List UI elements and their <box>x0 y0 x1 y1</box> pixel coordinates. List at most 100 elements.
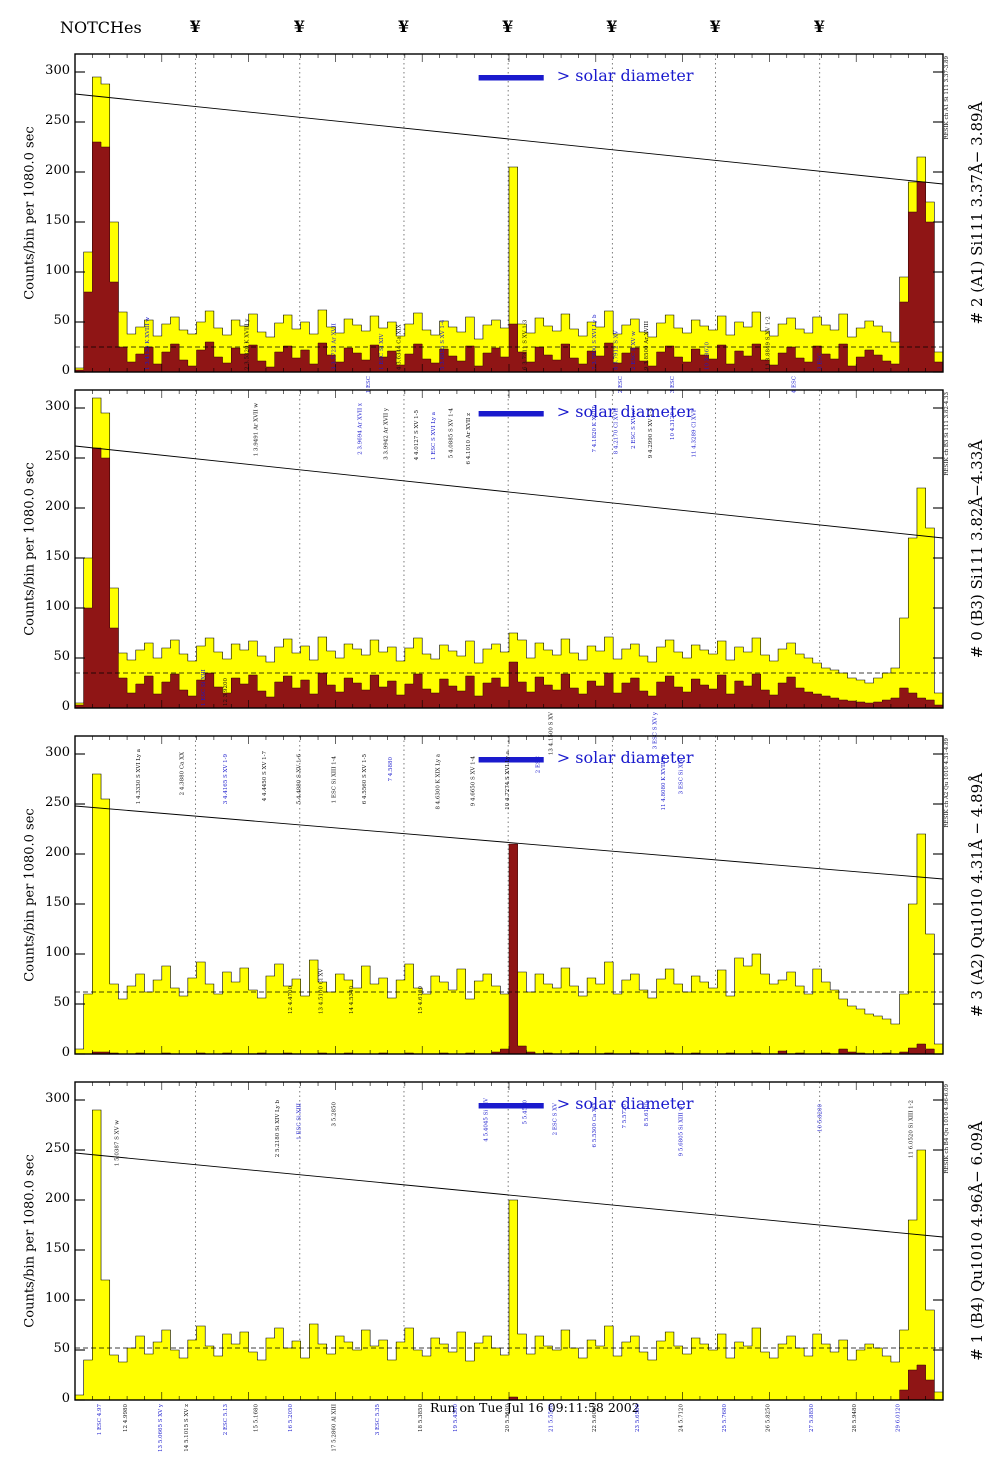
dark-red-histogram <box>74 447 944 709</box>
solar-diameter-label: > solar diameter <box>557 402 694 421</box>
line-annotation: 12 4.4700 <box>288 986 294 1014</box>
line-annotation: 13 5.0665 S XV y <box>158 1403 164 1452</box>
line-annotation: 6 5.5300 Ca XIX <box>592 1102 598 1148</box>
line-annotation: RESIK ch A1 Si 111 3.37-3.89 <box>944 56 950 140</box>
line-annotation: 10 3.8670 <box>705 342 711 370</box>
line-annotation: 6 4.5560 S XV 1-5 <box>362 754 368 805</box>
yellow-histogram <box>74 1109 944 1401</box>
y-tick-label: 50 <box>53 649 70 664</box>
line-annotation: 8 3.7912 S XV <box>614 329 620 370</box>
line-annotation: 2 5.2180 Si XIV Ly b <box>275 1100 281 1158</box>
line-annotation: 1 ESC Si XIII 1-4 <box>331 756 337 804</box>
notch-symbol: ¥ <box>397 17 410 36</box>
y-tick-label: 300 <box>45 399 70 414</box>
line-annotation: 17 5.2860 Al XIII <box>331 1404 337 1452</box>
line-annotation: 16 5.2050 <box>288 1404 294 1432</box>
line-annotation: 25 5.7680 <box>722 1404 728 1432</box>
line-annotation: 8 5.6100 <box>644 1102 650 1127</box>
plot-frame <box>74 735 944 1055</box>
notch-symbol: ¥ <box>293 17 305 36</box>
line-annotation: 7 5.5720 <box>622 1104 628 1129</box>
trend-line <box>74 805 944 880</box>
yellow-histogram <box>74 76 944 373</box>
line-annotation: 4 ESC <box>791 376 797 393</box>
trend-line <box>74 445 944 539</box>
line-annotation: RESIK ch A2 Qu 1010 4.31-4.89 <box>944 738 950 828</box>
line-annotation: 26 5.8250 <box>765 1404 771 1432</box>
line-annotation: 3 4.4165 S XV 1-9 <box>223 754 229 805</box>
line-annotation: 3 ESC 5.35 <box>375 1404 381 1436</box>
line-annotation: 4 3.6344 Ca XIX <box>397 324 403 370</box>
yellow-histogram <box>74 397 944 709</box>
line-annotation: 3 3.5723 Ar XVII <box>331 323 337 370</box>
line-annotation: RESIK ch B4 Qu 1010 4.96-6.09 <box>944 1084 950 1174</box>
line-annotation: 2 3.5320 K XVIII y <box>245 318 251 370</box>
line-annotation: 7 4.1820 K XVIII <box>592 406 598 453</box>
notch-symbol: ¥ <box>606 17 618 36</box>
panel-right-label: # 3 (A2) Qu1010 4.31Å − 4.89Å <box>968 773 986 1017</box>
line-annotation: 10 4.7274 S XVI Ly a <box>505 750 511 809</box>
line-annotation: 11 4.3289 Cl XVI <box>692 410 698 458</box>
line-annotation: 10 4.3120 <box>670 412 676 440</box>
line-annotation: 15 4.6100 <box>418 986 424 1014</box>
line-annotation: 7 4.5880 <box>388 757 394 782</box>
line-annotation: 1 ESC Si XIII <box>201 669 207 706</box>
line-annotation: 2 ESC 5.13 <box>223 1404 229 1436</box>
plot-frame <box>74 389 944 709</box>
solar-diameter-label: > solar diameter <box>557 1094 694 1113</box>
solar-diameter-label: > solar diameter <box>557 748 694 767</box>
solar-diameter-bar <box>478 757 544 763</box>
line-annotation: 7 3.7800 S XVI Ly b <box>592 314 598 370</box>
line-annotation: 11 6.0520 Si XIII 1-2 <box>909 1100 915 1158</box>
line-annotation: 9 3.8500 Ar XVIII <box>644 321 650 370</box>
solar-diameter-label: > solar diameter <box>557 66 694 85</box>
dark-red-histogram <box>74 141 944 373</box>
y-axis-title: Counts/bin per 1080.0 sec <box>22 808 38 982</box>
line-annotation: 11 4.8080 K XVIII w <box>661 754 667 811</box>
line-annotation: 3 3.9942 Ar XVII y <box>383 407 389 460</box>
panel-2-plot: > solar diameter 1 3.9491 Ar XVII w 2 3.96… <box>74 389 950 755</box>
notch-symbol: ¥ <box>813 17 825 36</box>
notch-symbol: ¥ <box>709 17 721 36</box>
y-tick-label: 100 <box>45 263 70 278</box>
line-annotation: 19 5.4300 <box>453 1404 459 1432</box>
line-annotation: 18 5.3850 <box>418 1404 424 1432</box>
line-annotation: 3 5.2850 <box>331 1102 337 1127</box>
y-tick-label: 150 <box>45 213 70 228</box>
y-tick-label: 100 <box>45 599 70 614</box>
panel-4-plot: > solar diameter 1 5.0387 S XV w 2 5.2180 … <box>74 1081 950 1452</box>
line-annotation: 20 5.5100 <box>505 1404 511 1432</box>
y-tick-label: 250 <box>45 795 70 810</box>
line-annotation: 6 3.7311 S XV 1-3 <box>522 319 528 370</box>
y-tick-label: 250 <box>45 1141 70 1156</box>
line-annotation: 2 ESC S XV <box>553 1102 559 1135</box>
line-annotation: 1 5.0387 S XV w <box>114 1120 120 1166</box>
y-tick-label: 100 <box>45 945 70 960</box>
line-annotation: 3 ESC <box>817 353 823 370</box>
line-annotation: 9 4.6650 S XV 1-4 <box>470 756 476 807</box>
line-annotation: 8 4.6300 K XIX Ly a <box>436 753 442 809</box>
line-annotation: 5 4.4880 S XV 1-6 <box>297 754 303 805</box>
solar-diameter-bar <box>478 75 544 81</box>
line-annotation: 2 ESC S XV w <box>631 410 637 449</box>
line-annotation: 5 5.4500 <box>522 1100 528 1125</box>
line-annotation: 22 5.6050 <box>592 1404 598 1432</box>
plot-frame <box>74 1081 944 1401</box>
y-tick-label: 200 <box>45 163 70 178</box>
y-tick-label: 50 <box>53 995 70 1010</box>
panel-3-plot: > solar diameter 1 4.3330 S XVI Ly a 2 4.3… <box>74 735 950 1055</box>
line-annotation: 13 4.1500 S XV <box>548 711 554 755</box>
line-annotation: 12 3.9200 <box>223 678 229 706</box>
trend-line <box>74 1152 944 1238</box>
line-annotation: 3 ESC Si XIV <box>679 757 685 794</box>
line-annotation: 1 ESC Si XIII <box>297 1103 303 1140</box>
line-annotation: 14 4.5340 <box>349 986 355 1014</box>
line-annotation: 10 5.8200 <box>817 1104 823 1132</box>
notch-symbol: ¥ <box>502 17 514 36</box>
y-tick-label: 300 <box>45 63 70 78</box>
line-annotation: 15 5.1680 <box>253 1404 259 1432</box>
notch-symbol: ¥ <box>189 17 201 36</box>
y-tick-label: 50 <box>53 1341 70 1356</box>
y-axis-title: Counts/bin per 1080.0 sec <box>22 462 38 636</box>
